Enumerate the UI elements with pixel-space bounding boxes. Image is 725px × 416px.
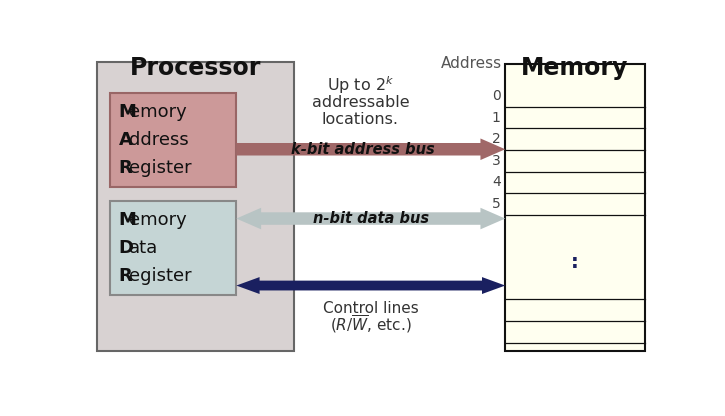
Text: emory: emory [129,103,187,121]
Text: M: M [118,103,136,121]
Text: ata: ata [129,239,159,257]
Text: Processor: Processor [130,56,261,80]
Text: egister: egister [129,159,192,177]
Text: ddress: ddress [129,131,189,149]
Text: R: R [118,159,132,177]
Text: locations.: locations. [322,112,399,127]
Text: n-bit data bus: n-bit data bus [312,211,429,226]
Text: emory: emory [129,211,187,229]
Text: Address: Address [442,56,502,71]
Text: D: D [118,239,133,257]
Text: 0: 0 [492,89,500,103]
Text: 1: 1 [492,111,500,125]
Text: 3: 3 [492,154,500,168]
Text: ($R/\overline{W}$, etc.): ($R/\overline{W}$, etc.) [331,313,412,335]
Text: egister: egister [129,267,192,285]
Text: Control lines: Control lines [323,301,419,316]
Polygon shape [236,139,505,160]
Text: :: : [571,253,579,272]
Polygon shape [236,208,505,229]
Bar [110,93,236,187]
Text: addressable: addressable [312,95,409,110]
Bar [505,64,645,351]
Text: Memory: Memory [521,56,629,80]
Text: 4: 4 [492,176,500,189]
Text: A: A [118,131,133,149]
Bar [97,62,294,351]
Text: 2: 2 [492,132,500,146]
Text: Up to $2^k$: Up to $2^k$ [327,74,394,96]
Text: R: R [118,267,132,285]
Polygon shape [236,277,505,294]
Text: M: M [118,211,136,229]
Bar [110,201,236,295]
Text: k-bit address bus: k-bit address bus [291,142,435,157]
Text: 5: 5 [492,197,500,211]
